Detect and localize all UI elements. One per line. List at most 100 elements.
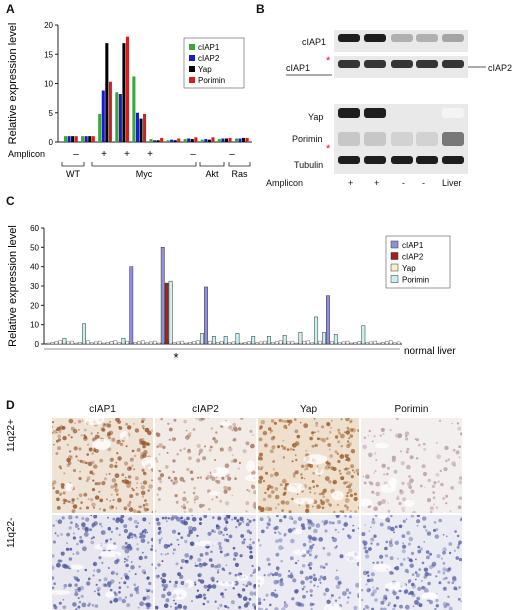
cell-nucleus [373,492,375,494]
cell-nucleus [323,547,326,550]
cell-nucleus [434,521,437,524]
cell-nucleus [320,565,323,568]
cell-nucleus [79,507,81,509]
cell-nucleus [399,605,403,609]
cell-nucleus [344,468,346,470]
cell-nucleus [194,584,196,586]
cell-nucleus [252,565,254,567]
tissue-texture [361,418,462,513]
cell-nucleus [66,548,69,551]
cell-nucleus [99,579,102,582]
cell-nucleus [78,459,80,461]
y-tick-label: 5 [49,109,54,118]
cell-nucleus [60,468,62,470]
cell-nucleus [84,436,87,439]
cell-nucleus [97,482,100,485]
cell-nucleus [92,604,95,607]
cell-nucleus [316,523,321,528]
bar-small [358,341,361,344]
cell-nucleus [402,534,406,538]
cell-nucleus [101,530,106,535]
cell-nucleus [114,560,118,564]
cell-nucleus [66,533,70,537]
cell-nucleus [147,443,149,445]
cell-nucleus [91,452,94,455]
cell-nucleus [405,431,409,435]
cell-nucleus [366,572,368,574]
cell-nucleus [347,534,350,537]
cell-nucleus [198,596,200,598]
cell-nucleus [460,600,462,602]
bar-small [78,342,81,344]
cell-nucleus [456,450,460,454]
cell-nucleus [274,572,278,576]
cell-nucleus [118,597,122,601]
cell-nucleus [287,448,290,451]
cell-nucleus [314,556,317,559]
cell-nucleus [161,594,165,598]
cell-nucleus [341,445,343,447]
cell-nucleus [130,594,133,597]
cell-nucleus [309,464,313,468]
cell-nucleus [169,581,171,583]
bar-porimin [236,333,239,344]
cell-nucleus [245,501,249,505]
cell-nucleus [98,491,100,493]
bar-ciap1 [218,139,221,142]
bar-yap [191,139,194,142]
cell-nucleus [395,433,399,437]
cell-nucleus [96,569,100,573]
tissue-lumen [246,460,255,472]
legend-swatch [391,264,398,271]
cell-nucleus [141,441,146,446]
cell-nucleus [89,471,93,475]
cell-nucleus [91,503,95,507]
cell-nucleus [433,481,436,484]
bar-porimin [334,334,337,344]
cell-nucleus [326,600,330,604]
cell-nucleus [314,445,316,447]
cell-nucleus [268,563,271,566]
cell-nucleus [288,528,293,533]
bar-small [193,341,196,344]
cell-nucleus [394,604,397,607]
cell-nucleus [56,432,58,434]
cell-nucleus [183,521,188,526]
cell-nucleus [246,602,250,606]
cell-nucleus [381,499,386,504]
cell-nucleus [288,420,292,424]
cell-nucleus [386,473,389,476]
cell-nucleus [365,583,367,585]
cell-nucleus [373,506,378,511]
cell-nucleus [430,511,432,513]
bar-ciap1 [204,287,207,344]
cell-nucleus [337,440,340,443]
cell-nucleus [86,479,89,482]
cell-nucleus [371,520,375,524]
cell-nucleus [209,558,213,562]
cell-nucleus [389,571,393,575]
blot-band [442,132,464,146]
cell-nucleus [337,520,341,524]
cell-nucleus [400,563,404,567]
cell-nucleus [171,479,173,481]
bar-small [90,343,93,344]
cell-nucleus [146,577,149,580]
cell-nucleus [180,567,183,570]
cell-nucleus [158,498,161,501]
cell-nucleus [222,596,225,599]
cell-nucleus [272,436,275,439]
cell-nucleus [293,520,297,524]
cell-nucleus [139,556,143,560]
cell-nucleus [123,581,126,584]
cell-nucleus [325,563,328,566]
cell-nucleus [119,534,121,536]
tissue-background [361,418,462,513]
cell-nucleus [373,589,377,593]
cell-nucleus [233,423,236,426]
cell-nucleus [314,431,316,433]
cell-nucleus [215,431,217,433]
cell-nucleus [426,556,430,560]
cell-nucleus [288,570,290,572]
cell-nucleus [168,517,170,519]
